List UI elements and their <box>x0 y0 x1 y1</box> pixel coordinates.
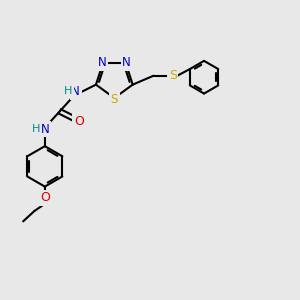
Text: N: N <box>71 85 80 98</box>
Text: N: N <box>98 56 106 69</box>
Text: O: O <box>74 115 84 128</box>
Text: N: N <box>41 123 50 136</box>
Text: N: N <box>122 56 131 69</box>
Text: S: S <box>169 69 177 82</box>
Text: S: S <box>111 93 118 106</box>
Text: H: H <box>32 124 41 134</box>
Text: H: H <box>64 86 72 97</box>
Text: O: O <box>40 191 50 204</box>
